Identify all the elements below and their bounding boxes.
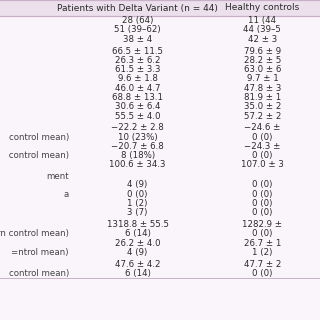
Text: 81.9 ± 1: 81.9 ± 1 [244, 93, 281, 102]
Text: 68.8 ± 13.1: 68.8 ± 13.1 [112, 93, 163, 102]
Text: 0 (0): 0 (0) [252, 132, 273, 142]
Text: 26.3 ± 6.2: 26.3 ± 6.2 [115, 56, 160, 65]
Text: 4 (9): 4 (9) [127, 180, 148, 189]
Text: 79.6 ± 9: 79.6 ± 9 [244, 46, 281, 56]
Text: 100.6 ± 34.3: 100.6 ± 34.3 [109, 160, 166, 170]
Text: 1282.9 ±: 1282.9 ± [243, 220, 283, 229]
Text: −24.3 ±: −24.3 ± [244, 142, 281, 151]
Text: 66.5 ± 11.5: 66.5 ± 11.5 [112, 46, 163, 56]
Text: 30.6 ± 6.4: 30.6 ± 6.4 [115, 102, 160, 111]
Text: 38 ± 4: 38 ± 4 [123, 35, 152, 44]
Text: rn control mean): rn control mean) [0, 229, 69, 238]
Text: 28.2 ± 5: 28.2 ± 5 [244, 56, 281, 65]
Text: 0 (0): 0 (0) [252, 208, 273, 217]
Text: 10 (23%): 10 (23%) [118, 132, 157, 142]
Text: control mean): control mean) [6, 151, 69, 160]
Text: 57.2 ± 2: 57.2 ± 2 [244, 111, 281, 121]
Text: 0 (0): 0 (0) [252, 189, 273, 199]
Text: 26.7 ± 1: 26.7 ± 1 [244, 238, 281, 248]
Text: 35.0 ± 2: 35.0 ± 2 [244, 102, 281, 111]
Text: 1 (2): 1 (2) [252, 248, 273, 257]
Text: Healthy controls: Healthy controls [225, 4, 300, 12]
Text: −24.6 ±: −24.6 ± [244, 123, 281, 132]
Text: Patients with Delta Variant (n = 44): Patients with Delta Variant (n = 44) [57, 4, 218, 12]
Text: 0 (0): 0 (0) [252, 269, 273, 278]
Text: 0 (0): 0 (0) [252, 151, 273, 160]
Text: 47.8 ± 3: 47.8 ± 3 [244, 84, 281, 93]
Text: 46.0 ± 4.7: 46.0 ± 4.7 [115, 84, 160, 93]
Bar [0, 0, 320, 16]
Text: ment: ment [46, 172, 69, 181]
Text: =ntrol mean): =ntrol mean) [11, 248, 69, 257]
Text: 55.5 ± 4.0: 55.5 ± 4.0 [115, 111, 160, 121]
Text: −20.7 ± 6.8: −20.7 ± 6.8 [111, 142, 164, 151]
Text: 9.7 ± 1: 9.7 ± 1 [246, 74, 278, 84]
Text: 28 (64): 28 (64) [122, 16, 153, 25]
Text: 51 (39–62): 51 (39–62) [114, 25, 161, 35]
Text: 6 (14): 6 (14) [125, 229, 150, 238]
Text: 0 (0): 0 (0) [252, 199, 273, 208]
Text: 61.5 ± 3.3: 61.5 ± 3.3 [115, 65, 160, 74]
Text: 4 (9): 4 (9) [127, 248, 148, 257]
Text: −22.2 ± 2.8: −22.2 ± 2.8 [111, 123, 164, 132]
Text: 6 (14): 6 (14) [125, 269, 150, 278]
Text: 9.6 ± 1.8: 9.6 ± 1.8 [118, 74, 157, 84]
Text: control mean): control mean) [9, 132, 69, 142]
Text: 42 ± 3: 42 ± 3 [248, 35, 277, 44]
Text: 47.6 ± 4.2: 47.6 ± 4.2 [115, 260, 160, 269]
Text: 26.2 ± 4.0: 26.2 ± 4.0 [115, 238, 160, 248]
Text: 0 (0): 0 (0) [127, 189, 148, 199]
Text: 11 (44: 11 (44 [248, 16, 276, 25]
Text: control mean): control mean) [9, 269, 69, 278]
Text: 44 (39–5: 44 (39–5 [244, 25, 281, 35]
Text: 63.0 ± 6: 63.0 ± 6 [244, 65, 281, 74]
Text: 0 (0): 0 (0) [252, 229, 273, 238]
Text: 1 (2): 1 (2) [127, 199, 148, 208]
Text: a: a [64, 189, 69, 199]
Text: 107.0 ± 3: 107.0 ± 3 [241, 160, 284, 170]
Text: 1318.8 ± 55.5: 1318.8 ± 55.5 [107, 220, 169, 229]
Text: 0 (0): 0 (0) [252, 180, 273, 189]
Text: 3 (7): 3 (7) [127, 208, 148, 217]
Text: 47.7 ± 2: 47.7 ± 2 [244, 260, 281, 269]
Text: 8 (18%): 8 (18%) [121, 151, 155, 160]
